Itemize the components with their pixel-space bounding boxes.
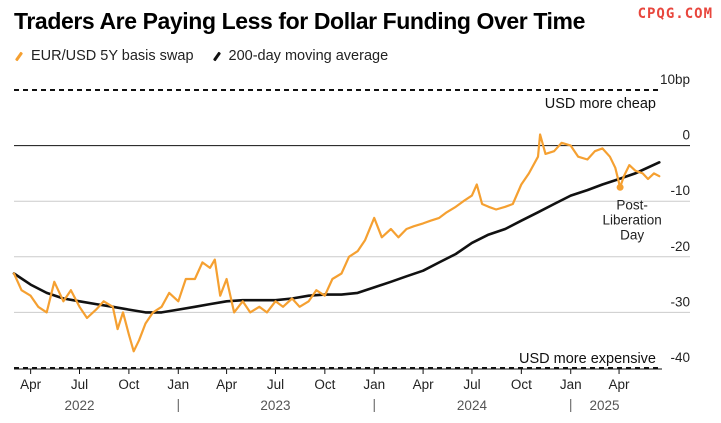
year-label: 2023 <box>260 398 290 413</box>
x-tick-label: Jul <box>267 377 284 392</box>
x-tick-label: Oct <box>314 377 335 392</box>
y-tick-label: -10 <box>670 183 690 198</box>
series-line-ma <box>12 161 661 314</box>
legend-item-swap: EUR/USD 5Y basis swap <box>14 48 194 64</box>
x-tick-label: Apr <box>216 377 238 392</box>
annotation-label: Day <box>620 227 644 242</box>
x-tick-label: Apr <box>20 377 42 392</box>
annotation-label: Post- <box>616 197 648 212</box>
series-line-swap <box>12 133 661 353</box>
x-tick-label: Oct <box>118 377 139 392</box>
y-tick-label: 10bp <box>660 72 690 87</box>
y-tick-label: -40 <box>670 350 690 365</box>
legend-label-swap: EUR/USD 5Y basis swap <box>31 48 194 64</box>
watermark: CPQG.COM <box>637 6 713 22</box>
y-tick-label: -20 <box>670 239 690 254</box>
annotation-marker <box>616 183 624 191</box>
year-label: 2025 <box>590 398 620 413</box>
year-label: 2024 <box>457 398 488 413</box>
legend-item-ma: 200-day moving average <box>212 48 389 64</box>
y-tick-label: -30 <box>670 294 690 309</box>
x-tick-label: Jul <box>71 377 88 392</box>
reference-label-1: USD more expensive <box>519 351 656 367</box>
x-tick-label: Jan <box>560 377 582 392</box>
x-tick-label: Jul <box>463 377 480 392</box>
annotation-label: Liberation <box>602 212 661 227</box>
x-tick-label: Jan <box>167 377 189 392</box>
x-tick-label: Apr <box>609 377 631 392</box>
x-tick-label: Jan <box>363 377 385 392</box>
x-tick-label: Apr <box>413 377 435 392</box>
chart-title: Traders Are Paying Less for Dollar Fundi… <box>14 8 585 34</box>
reference-label-0: USD more cheap <box>545 96 656 112</box>
legend-label-ma: 200-day moving average <box>228 48 389 64</box>
legend: EUR/USD 5Y basis swap 200-day moving ave… <box>14 48 388 64</box>
year-label: 2022 <box>64 398 94 413</box>
y-tick-label: 0 <box>682 128 690 143</box>
x-tick-label: Oct <box>511 377 532 392</box>
